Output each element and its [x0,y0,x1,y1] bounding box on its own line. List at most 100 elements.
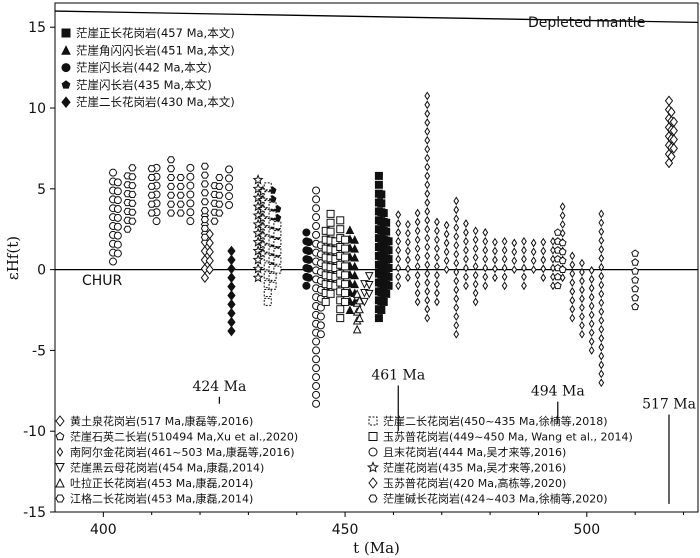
data-point [382,289,391,298]
data-point [424,91,431,101]
data-point [176,209,185,217]
data-point [273,247,282,256]
legend-bl-label-4: 吐拉正长花岗岩(453 Ma,康磊,2014) [70,476,253,490]
series-6 [252,174,269,283]
data-point [225,183,234,192]
data-point [364,289,374,299]
data-point [263,289,272,298]
data-point [472,279,479,289]
data-point [424,313,431,323]
data-point [252,174,264,185]
data-point [350,279,360,289]
data-point [569,260,576,270]
data-point [434,270,440,280]
legend-top-label-1: 茫崖角闪闪长岩(451 Ma,本文) [76,43,235,57]
data-point [472,235,479,245]
data-point [463,236,469,246]
legend-top-marker-2 [61,63,71,73]
data-point [569,278,576,287]
data-point [312,381,321,390]
data-point [113,222,122,231]
data-point [405,246,411,256]
data-point [482,263,489,273]
data-point [598,227,605,237]
data-point [186,163,195,172]
x-tick-label: 500 [573,522,600,538]
data-point [588,266,595,275]
data-point [501,263,508,273]
plot-frame [54,2,699,513]
legend-bl-marker-5 [55,494,65,503]
data-point [598,236,605,245]
legend-bl-marker-1 [55,431,65,441]
series-14 [553,228,640,311]
data-point [128,182,137,190]
data-point [304,255,313,264]
data-point [482,254,489,264]
data-point [501,281,508,291]
data-point [186,181,195,190]
data-point [414,261,421,271]
data-point [405,273,411,283]
depleted-mantle-label: Depleted mantle [528,15,645,31]
data-point [312,230,321,239]
data-point [263,182,272,191]
data-point [414,297,421,307]
data-point [443,229,450,239]
legend-br-label-5: 茫崖碱长花岗岩(424~403 Ma,徐楠等,2020) [383,492,608,506]
data-point [558,265,567,273]
data-point [355,313,364,323]
data-point [166,209,176,217]
data-point [166,191,176,199]
data-point [424,207,431,216]
data-point [147,200,156,208]
legend-bl-marker-2 [56,447,64,457]
legend-br-marker-2 [368,447,378,457]
data-point [540,273,547,283]
data-point [588,328,595,338]
data-point [384,272,393,281]
y-tick-label: 5 [37,182,46,198]
data-point [312,337,321,346]
data-point [113,187,122,196]
data-point [414,208,421,218]
data-point [414,288,421,298]
data-point [669,125,678,136]
data-point [252,254,264,265]
data-point [200,233,209,241]
data-point [631,284,640,293]
data-point [588,292,595,302]
data-point [109,168,118,177]
data-point [482,245,489,255]
data-point [113,196,122,205]
data-point [579,312,585,321]
legend-top-marker-4 [61,96,71,109]
legend-bl-marker-4 [55,477,65,488]
data-point [200,198,209,206]
legend-br-label-2: 且末花岗岩(444 Ma,吴才来等,2016) [383,445,566,459]
data-point [316,312,325,321]
data-point [225,174,234,183]
age-marker-label: 461 Ma [371,367,425,383]
data-point [316,330,325,339]
data-point [434,226,440,236]
data-point [598,209,605,219]
data-point [558,256,567,265]
data-point [598,307,605,317]
data-point [215,182,224,190]
data-point [434,235,440,245]
data-point [405,219,411,229]
data-point [558,238,567,247]
data-point [128,208,137,216]
data-point [472,288,479,298]
series-7 [263,182,282,306]
data-point [227,307,236,319]
legend-bl-label-2: 南阿尔金花岗岩(461~503 Ma,康磊等,2016) [70,445,295,459]
data-point [443,256,450,266]
data-point [414,279,421,289]
data-point [147,209,156,217]
data-point [492,273,498,283]
data-point [598,262,605,272]
data-point [345,225,355,235]
curve-line-0 [54,10,699,24]
